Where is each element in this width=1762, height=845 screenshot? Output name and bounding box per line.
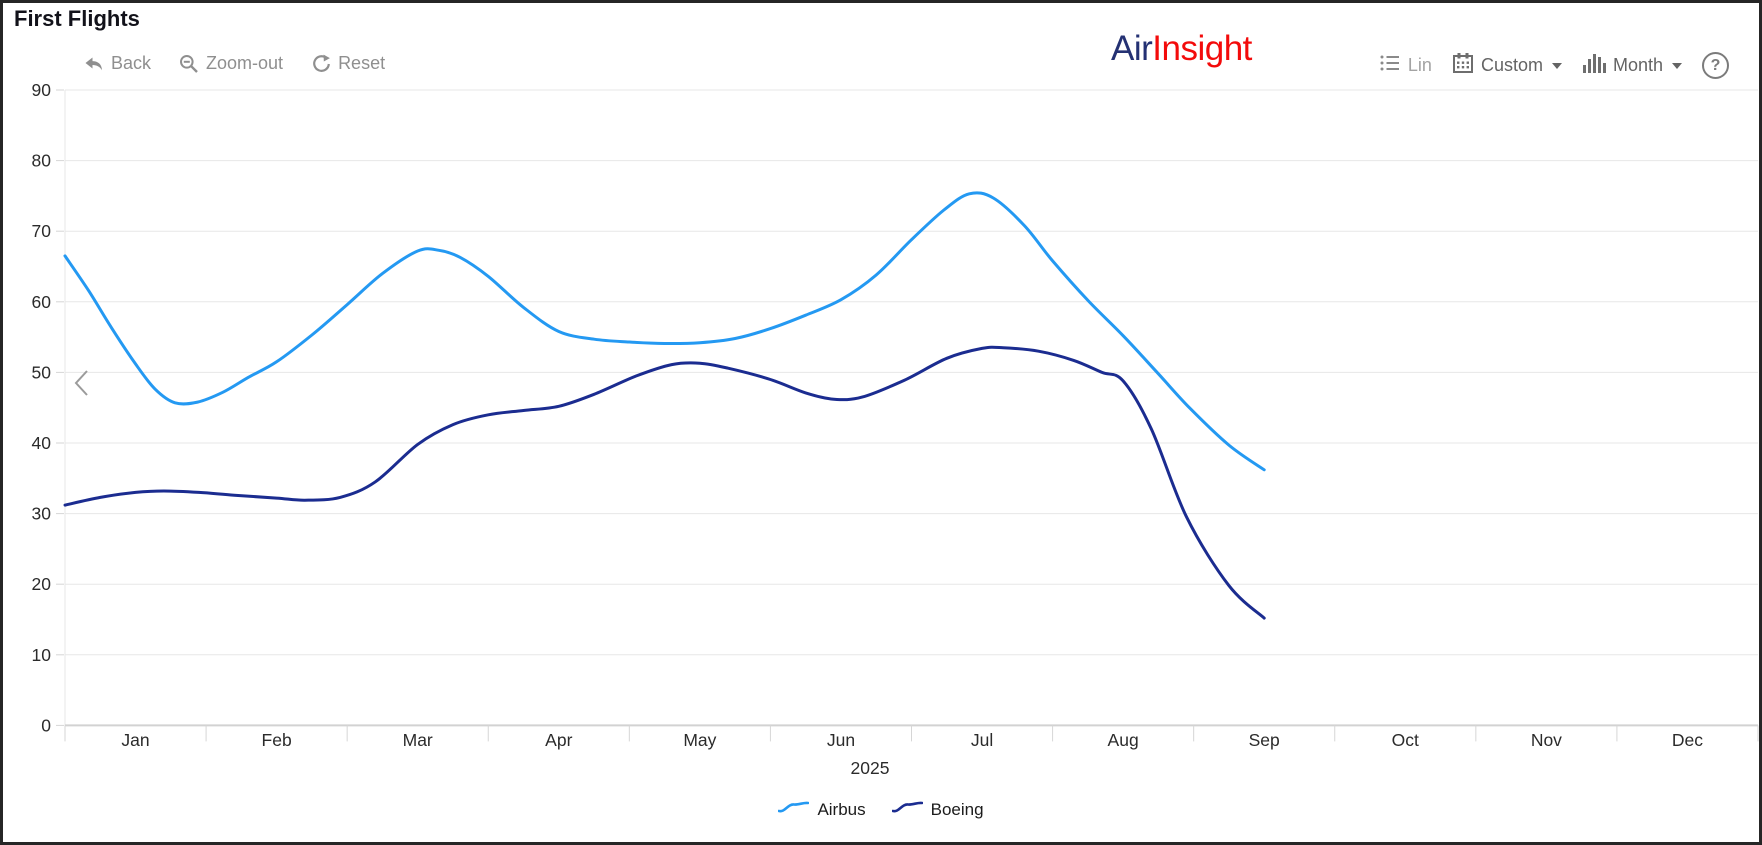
page-title: First Flights (14, 6, 140, 31)
series-line-airbus (63, 191, 1266, 472)
legend-label: Boeing (930, 800, 984, 819)
legend-item-airbus[interactable]: Airbus (778, 800, 866, 820)
pan-left-button[interactable] (73, 369, 90, 402)
x-axis-label: Sep (1249, 730, 1280, 750)
legend-item-boeing[interactable]: Boeing (891, 800, 984, 820)
legend-line-marker (778, 800, 810, 820)
chart-plot-area[interactable]: 0 10 20 30 40 50 60 70 80 90 Jan Feb Mar Apr May Jun Jul… (3, 3, 1762, 845)
legend-line-marker (891, 800, 923, 820)
view-controls: Lin Custom (1379, 52, 1729, 79)
question-mark-icon: ? (1710, 56, 1721, 74)
y-axis-label: 10 (32, 645, 52, 665)
month-interval-dropdown[interactable]: Month (1582, 53, 1682, 78)
series-line-boeing (63, 345, 1266, 620)
x-axis-label: Nov (1531, 730, 1562, 750)
legend-label: Airbus (817, 800, 866, 819)
chart-toolbar: Back Zoom-out Reset (83, 53, 385, 74)
back-button[interactable]: Back (83, 53, 151, 74)
brand-logo-part1: Air (1111, 29, 1153, 68)
back-icon (83, 54, 104, 73)
x-axis-label: May (683, 730, 716, 750)
y-axis-label: 80 (32, 151, 52, 171)
y-axis-label: 90 (32, 80, 52, 100)
x-axis-label: Jan (121, 730, 149, 750)
brand-logo: AirInsight (1111, 29, 1252, 69)
list-icon (1379, 53, 1401, 78)
brand-logo-part2: Insight (1152, 29, 1252, 68)
calendar-icon (1452, 52, 1474, 79)
x-axis-label: Jul (971, 730, 993, 750)
x-axis-label: Mar (403, 730, 433, 750)
x-axis-label: Dec (1672, 730, 1703, 750)
x-axis-year-label: 2025 (851, 758, 890, 778)
x-axis-label: Oct (1392, 730, 1419, 750)
help-button[interactable]: ? (1702, 52, 1729, 79)
y-axis-label: 50 (32, 362, 52, 382)
chevron-down-icon (1672, 62, 1682, 69)
reset-button[interactable]: Reset (311, 53, 385, 74)
y-axis-label: 20 (32, 574, 52, 594)
zoom-out-icon (179, 54, 199, 74)
x-axis-label: Apr (545, 730, 572, 750)
lin-scale-toggle[interactable]: Lin (1379, 53, 1432, 78)
bar-chart-icon (1582, 53, 1606, 78)
custom-range-dropdown[interactable]: Custom (1452, 52, 1562, 79)
y-axis-label: 70 (32, 221, 52, 241)
y-axis-label: 40 (32, 433, 52, 453)
reset-icon (311, 54, 331, 74)
x-axis-label: Aug (1108, 730, 1139, 750)
chevron-left-icon (73, 370, 90, 401)
y-axis-label: 0 (41, 715, 51, 735)
zoom-out-button[interactable]: Zoom-out (179, 53, 283, 74)
chevron-down-icon (1551, 62, 1562, 69)
x-axis-label: Jun (827, 730, 855, 750)
chart-legend: Airbus Boeing (3, 800, 1759, 820)
y-axis-label: 60 (32, 292, 52, 312)
x-axis-label: Feb (262, 730, 292, 750)
y-axis-label: 30 (32, 504, 52, 524)
